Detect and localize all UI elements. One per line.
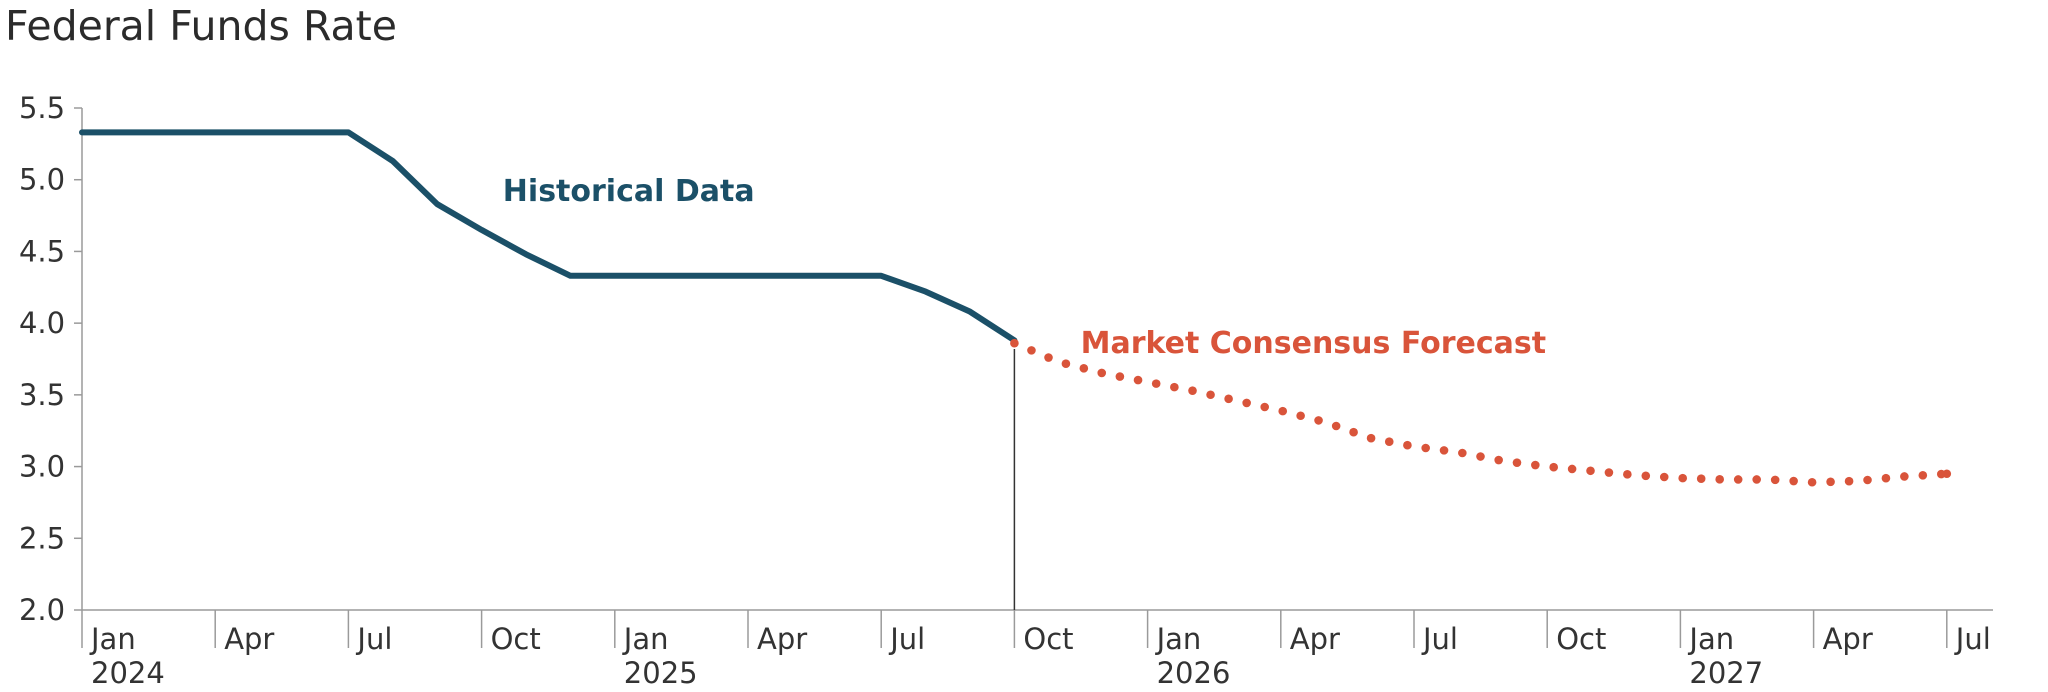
forecast-dot [1549,462,1558,472]
forecast-dot [1115,372,1125,381]
x-tick-label: Oct [491,622,541,656]
x-tick-label: Jan [1155,622,1202,656]
forecast-dot [1027,346,1036,355]
forecast-dot [1531,460,1540,470]
forecast-dot [1296,411,1305,421]
x-tick-label: Oct [1023,622,1073,656]
forecast-dot [1439,446,1449,455]
forecast-dot [1314,416,1323,425]
forecast-dot [1512,458,1522,467]
forecast-dot [1641,471,1651,481]
y-tick-label: 4.0 [19,306,65,340]
forecast-end-dot [1942,469,1952,479]
forecast-dot [1715,475,1724,484]
series-layer [79,129,1952,487]
x-tick-label: Jan [622,622,669,656]
y-tick-label: 4.5 [19,234,65,268]
historical-data-line [79,129,1018,344]
x-tick-label: Jul [355,622,392,656]
forecast-dot [1826,477,1835,487]
forecast-dot [1151,379,1161,388]
forecast-dot [1384,437,1394,446]
forecast-dot [1586,466,1595,476]
x-tick-year-label: 2025 [624,656,698,690]
forecast-dot [1567,464,1577,474]
x-tick-label: Oct [1556,622,1606,656]
x-tick-year-label: 2024 [91,656,165,690]
forecast-label: Market Consensus Forecast [1081,326,1546,361]
forecast-dot [1696,474,1706,484]
y-tick-label: 2.5 [19,521,65,555]
x-tick-label: Jul [1421,622,1458,656]
historical-data-label: Historical Data [503,174,755,209]
x-tick-label: Apr [1290,622,1340,656]
chart-title: Federal Funds Rate [5,2,397,50]
forecast-dot [1494,455,1503,465]
annotation-layer: Historical Data Market Consensus Forecast [503,174,1546,361]
forecast-dot [1278,406,1288,416]
forecast-dot [1844,476,1854,486]
forecast-dot [1133,375,1143,385]
y-tick-label: 3.0 [19,450,65,484]
y-tick-label: 5.0 [19,163,65,197]
forecast-dot [1331,421,1341,431]
forecast-dot [1206,390,1215,400]
x-tick-year-label: 2026 [1157,656,1231,690]
forecast-dot [1403,440,1412,450]
forecast-dot [1807,477,1817,487]
forecast-dot [1733,475,1743,484]
x-tick-year-label: 2027 [1689,656,1763,690]
y-tick-label: 2.0 [19,593,65,627]
x-tick-label: Jan [1687,622,1734,656]
forecast-dotted-line [1010,338,1952,487]
forecast-dot [1260,402,1269,412]
forecast-dot [1458,448,1467,458]
forecast-dot [1789,476,1798,486]
x-tick-label: Apr [757,622,807,656]
forecast-dot [1079,364,1089,373]
forecast-dot [1061,359,1071,369]
forecast-dot [1242,398,1251,408]
x-tick-label: Jul [1954,622,1991,656]
x-tick-label: Jul [888,622,925,656]
forecast-dot [1863,475,1872,485]
x-tick-label: Apr [1823,622,1873,656]
forecast-dot [1604,468,1614,477]
y-tick-label: 3.5 [19,378,65,412]
forecast-dot [1349,427,1358,437]
forecast-dot [1224,394,1233,404]
forecast-dot [1044,353,1053,362]
forecast-dot [1097,368,1107,378]
forecast-dot [1476,452,1485,461]
forecast-dot [1900,472,1909,481]
forecast-dot [1170,382,1179,392]
forecast-dot [1752,475,1761,484]
forecast-dot [1881,473,1891,483]
forecast-dot [1659,472,1669,482]
x-tick-label: Apr [224,622,274,656]
forecast-dot [1188,386,1197,395]
forecast-dot [1770,475,1780,485]
forecast-dot [1010,338,1019,348]
x-tick-label: Jan [89,622,136,656]
forecast-dot [1623,470,1632,479]
y-tick-label: 5.5 [19,91,65,125]
forecast-dot [1678,473,1688,483]
forecast-dot [1421,443,1430,453]
forecast-dot [1366,433,1376,443]
forecast-dot [1918,470,1928,480]
